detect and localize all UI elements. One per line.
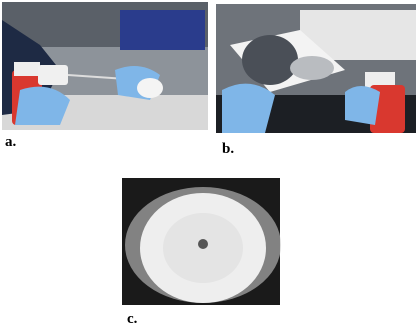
- panel-label: c.: [127, 311, 138, 327]
- panel-label: b.: [222, 141, 235, 157]
- photo-c: [122, 178, 281, 305]
- photo-b: [216, 4, 416, 133]
- photo-a: [2, 2, 208, 130]
- panel-label: a.: [5, 134, 17, 150]
